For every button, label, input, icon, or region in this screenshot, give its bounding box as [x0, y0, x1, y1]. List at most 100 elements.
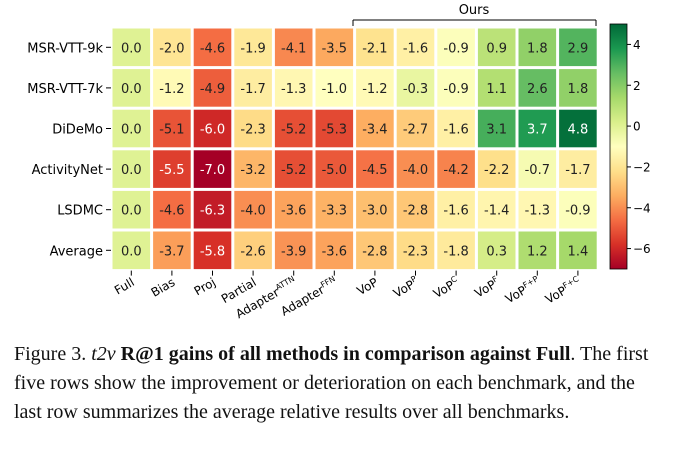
column-label: VoPF: [472, 274, 503, 300]
heatmap-cell: [559, 190, 597, 229]
cell-value-label: -4.6: [159, 204, 184, 219]
heatmap-cell: [518, 190, 557, 229]
cell-value-label: 0.9: [486, 41, 507, 56]
heatmap-cell: [193, 150, 232, 188]
heatmap-cell: [112, 109, 151, 148]
heatmap-cell: [356, 150, 394, 188]
heatmap-cell: [559, 28, 597, 67]
cell-value-label: -3.9: [281, 244, 306, 259]
heatmap-cell: [193, 69, 232, 107]
cell-value-label: -1.6: [443, 123, 468, 138]
cell-value-label: -2.0: [159, 41, 184, 56]
ours-bracket: Ours: [352, 3, 597, 26]
cell-value-label: -2.1: [362, 41, 387, 56]
heatmap-cell: [112, 69, 151, 107]
heatmap-cell: [112, 28, 151, 67]
heatmap-cell: [477, 109, 516, 148]
cell-value-label: -2.8: [403, 204, 428, 219]
cell-value-label: 0.0: [121, 163, 142, 178]
heatmap-cell: [518, 28, 557, 67]
figure-caption: Figure 3. t2v R@1 gains of all methods i…: [14, 340, 666, 427]
heatmap-cell: [559, 69, 597, 107]
heatmap-cell: [112, 150, 151, 188]
heatmap-cell: [153, 109, 191, 148]
heatmap-cell: [518, 231, 557, 270]
heatmap-cell: [193, 190, 232, 229]
cell-value-label: -1.3: [281, 82, 306, 97]
heatmap-figure: Ours 0.0 -2.0 -4.6 -1.9 -4.1 -3.5 -2.1 -1.6 -0.9…: [27, 3, 651, 321]
heatmap-cell: [193, 109, 232, 148]
cell-value-label: -5.8: [200, 244, 225, 259]
heatmap-cell: [153, 150, 191, 188]
colorbar-tick-label: −2: [633, 160, 651, 174]
heatmap-cell: [234, 150, 272, 188]
cell-value-label: -3.6: [281, 204, 306, 219]
cell-value-label: 2.6: [527, 82, 548, 97]
caption-figure-label: Figure 3.: [14, 343, 87, 365]
cell-value-label: -3.5: [322, 41, 347, 56]
heatmap-cell: [112, 231, 151, 270]
heatmap-cell: [315, 150, 354, 188]
heatmap-cell: [356, 190, 394, 229]
heatmap-cell: [315, 109, 354, 148]
heatmap-cell: [234, 190, 272, 229]
cell-value-label: 1.2: [527, 244, 548, 259]
cell-value-label: -3.3: [322, 204, 347, 219]
heatmap-cell: [356, 69, 394, 107]
column-label: VoP: [354, 275, 380, 298]
colorbar-gradient: [609, 23, 628, 270]
heatmap-cell: [477, 150, 516, 188]
cell-value-label: -1.7: [240, 82, 265, 97]
cell-value-label: -5.2: [281, 163, 306, 178]
cell-value-label: -1.6: [443, 204, 468, 219]
cell-value-label: -5.0: [322, 163, 347, 178]
cell-value-label: -1.4: [484, 204, 509, 219]
cell-value-label: -1.8: [443, 244, 468, 259]
heatmap-cell: [396, 231, 435, 270]
heatmap-cell: [234, 28, 272, 67]
cell-value-label: -4.5: [362, 163, 387, 178]
heatmap-cell: [518, 69, 557, 107]
column-label: VoPP: [390, 274, 421, 300]
heatmap-cell: [153, 28, 191, 67]
cell-value-label: 1.4: [568, 244, 589, 259]
cell-value-label: -1.2: [159, 82, 184, 97]
cell-value-label: -0.9: [443, 41, 468, 56]
cell-value-label: -3.6: [322, 244, 347, 259]
cell-value-label: -6.0: [200, 123, 225, 138]
cell-value-label: -5.3: [322, 123, 347, 138]
cell-value-label: 1.1: [486, 82, 507, 97]
heatmap-cell: [274, 28, 313, 67]
row-label: DiDeMo: [52, 123, 103, 138]
cell-value-label: 4.8: [568, 123, 589, 138]
heatmap-cell: [437, 150, 475, 188]
cell-value-label: 0.0: [121, 204, 142, 219]
caption-t2v: t2v: [91, 343, 116, 365]
heatmap-cell: [274, 190, 313, 229]
heatmap-cell: [315, 190, 354, 229]
column-label: Bias: [149, 275, 178, 300]
cell-value-label: 3.7: [527, 123, 548, 138]
cell-value-label: 0.0: [121, 123, 142, 138]
cell-value-label: -2.7: [403, 123, 428, 138]
row-label: Average: [50, 244, 103, 259]
cell-value-label: -1.6: [403, 41, 428, 56]
heatmap-cell: [234, 109, 272, 148]
colorbar-tick-label: −6: [633, 242, 651, 256]
heatmap-cell: [274, 150, 313, 188]
cell-value-label: 1.8: [568, 82, 589, 97]
heatmap-cell: [112, 190, 151, 229]
caption-bold-text: R@1 gains of all methods in comparison a…: [120, 343, 571, 365]
cell-value-label: -0.9: [443, 82, 468, 97]
cell-value-label: -3.4: [362, 123, 387, 138]
heatmap-cell: [193, 28, 232, 67]
cell-value-label: -5.5: [159, 163, 184, 178]
heatmap-cell: [153, 69, 191, 107]
heatmap-cell: [234, 231, 272, 270]
heatmap-cell: [518, 150, 557, 188]
column-label: VoPF+P: [502, 274, 543, 306]
colorbar-tick-label: 0: [633, 120, 641, 134]
heatmap-cell: [559, 109, 597, 148]
heatmap-cell: [315, 231, 354, 270]
heatmap-cell: [274, 69, 313, 107]
